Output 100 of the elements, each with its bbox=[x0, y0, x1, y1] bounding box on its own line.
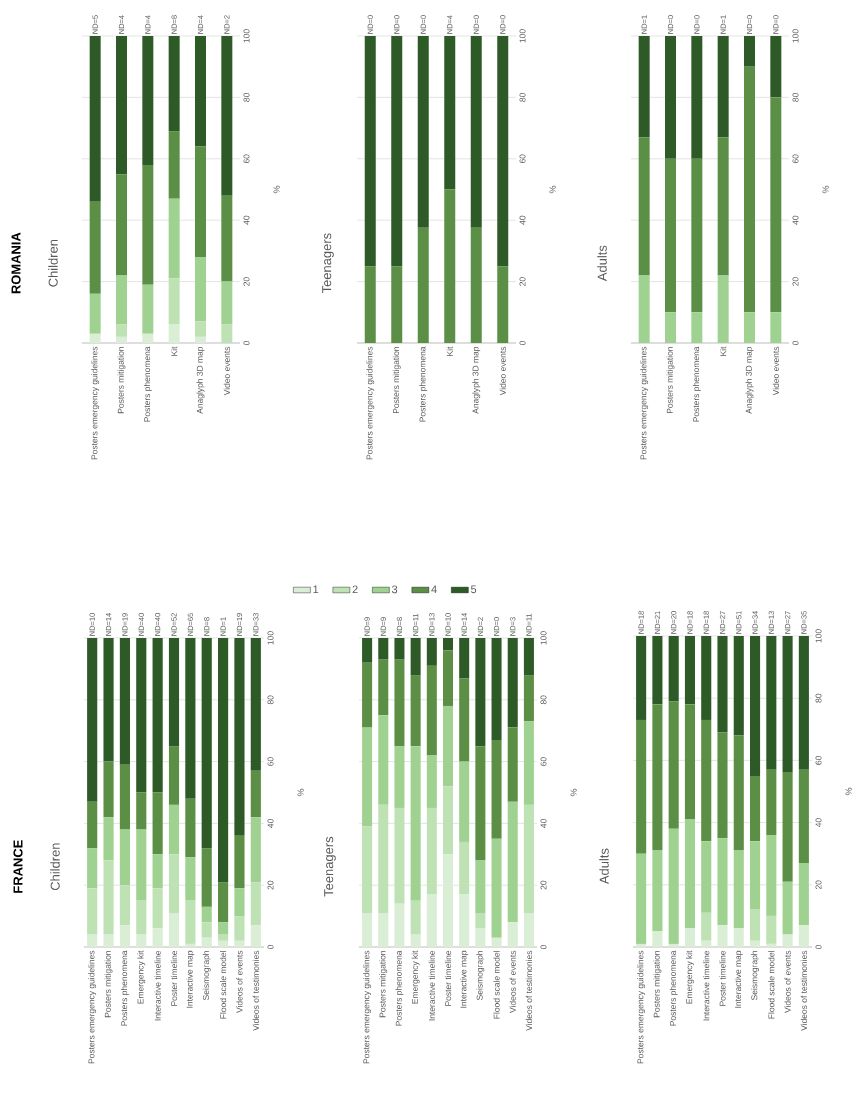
bar bbox=[119, 925, 130, 947]
bar bbox=[103, 860, 114, 935]
bar bbox=[378, 637, 389, 660]
y-tick-label: 20 bbox=[267, 880, 274, 890]
bar bbox=[234, 888, 245, 917]
bar bbox=[717, 35, 729, 138]
bar bbox=[394, 903, 405, 947]
x-tick-label: Posters emergency guidelines bbox=[88, 950, 97, 1064]
x-tick-label: Flood scale model bbox=[219, 951, 227, 1019]
bar bbox=[410, 934, 421, 947]
bar bbox=[442, 637, 454, 651]
bar bbox=[136, 934, 147, 947]
bar bbox=[691, 312, 703, 343]
x-tick-label: Interactive map bbox=[734, 950, 743, 1008]
y-tick-label: 20 bbox=[792, 277, 799, 286]
bar bbox=[103, 637, 114, 762]
x-tick-label: Videos of events bbox=[236, 950, 243, 1013]
x-tick-label: Interactive map bbox=[460, 950, 469, 1008]
bar bbox=[426, 665, 437, 756]
bar bbox=[142, 35, 154, 165]
bar bbox=[475, 913, 486, 929]
bar bbox=[362, 913, 373, 947]
bar bbox=[717, 137, 729, 276]
bar bbox=[782, 635, 793, 773]
bar bbox=[250, 637, 261, 771]
bar bbox=[668, 828, 679, 944]
bar bbox=[523, 675, 534, 722]
y-tick-label: 0 bbox=[519, 340, 526, 346]
y-tick-label: 0 bbox=[815, 944, 822, 950]
bar bbox=[652, 704, 663, 851]
x-tick-label: Posters mitigation bbox=[379, 951, 388, 1018]
bar bbox=[636, 943, 647, 947]
x-tick-label: Poster timeline bbox=[444, 950, 452, 1006]
y-tick-label: 60 bbox=[792, 154, 799, 164]
bar bbox=[442, 650, 454, 706]
bar bbox=[470, 35, 482, 228]
bar bbox=[442, 786, 454, 855]
x-tick-label: Video events bbox=[223, 346, 230, 396]
bar bbox=[87, 801, 98, 849]
bar bbox=[733, 735, 744, 851]
text: Children bbox=[48, 239, 58, 287]
bar bbox=[475, 860, 486, 913]
bar bbox=[426, 894, 437, 947]
y-tick-label: 60 bbox=[519, 154, 526, 164]
x-tick-label: Kit bbox=[720, 346, 727, 356]
y-tick-label: 20 bbox=[540, 880, 547, 890]
bar bbox=[444, 189, 456, 343]
x-tick-label: Posters mitigation bbox=[666, 347, 675, 414]
x-tick-label: Posters emergency guidelines bbox=[366, 346, 375, 460]
bar bbox=[410, 900, 421, 935]
bar bbox=[782, 772, 793, 882]
bar bbox=[798, 863, 809, 926]
bar bbox=[426, 755, 437, 808]
y-tick-label: 60 bbox=[815, 756, 822, 765]
x-tick-label: Posters mitigation bbox=[653, 951, 662, 1018]
bar bbox=[116, 35, 127, 175]
bar bbox=[459, 678, 470, 762]
bar bbox=[750, 841, 761, 910]
bar bbox=[152, 792, 163, 855]
x-tick-label: Posters mitigation bbox=[392, 347, 401, 414]
bar bbox=[221, 35, 233, 196]
bar bbox=[250, 817, 261, 883]
y-tick-label: 40 bbox=[815, 818, 822, 828]
y-tick-label: 40 bbox=[243, 215, 250, 225]
bar bbox=[459, 637, 470, 679]
bar bbox=[152, 637, 163, 793]
bar bbox=[136, 829, 147, 901]
text: Children bbox=[50, 843, 60, 891]
x-tick-label: Anaglyph 3D map bbox=[745, 346, 754, 414]
bar bbox=[201, 906, 212, 923]
bar bbox=[103, 817, 114, 861]
bar bbox=[168, 198, 180, 279]
x-tick-label: Posters phenomena bbox=[692, 346, 701, 422]
bar bbox=[218, 934, 229, 941]
bar bbox=[750, 775, 761, 842]
y-tick-label: 20 bbox=[243, 277, 250, 286]
bar bbox=[194, 257, 206, 322]
bar bbox=[507, 922, 518, 947]
bar bbox=[733, 850, 744, 929]
text: Adults bbox=[597, 245, 607, 282]
bar bbox=[507, 801, 518, 923]
x-tick-label: Emergency kit bbox=[686, 950, 694, 1004]
y-tick-label: 80 bbox=[267, 695, 274, 705]
x-tick-label: Interactive timeline bbox=[428, 950, 435, 1021]
bar bbox=[475, 637, 486, 747]
x-tick-label: Videos of testimonies bbox=[252, 950, 259, 1031]
bar bbox=[733, 635, 744, 736]
x-tick-label: Posters mitigation bbox=[117, 347, 126, 414]
bar bbox=[523, 721, 534, 805]
bar bbox=[391, 266, 403, 343]
text: ROMANIA bbox=[11, 232, 21, 294]
y-axis-title: % bbox=[273, 185, 280, 194]
bar bbox=[750, 940, 761, 947]
bar bbox=[491, 937, 502, 947]
bar bbox=[201, 848, 212, 907]
bar bbox=[636, 635, 647, 720]
x-tick-label: Interactive map bbox=[186, 950, 195, 1008]
bar bbox=[394, 659, 405, 747]
bar bbox=[116, 174, 127, 276]
bar bbox=[221, 281, 233, 325]
